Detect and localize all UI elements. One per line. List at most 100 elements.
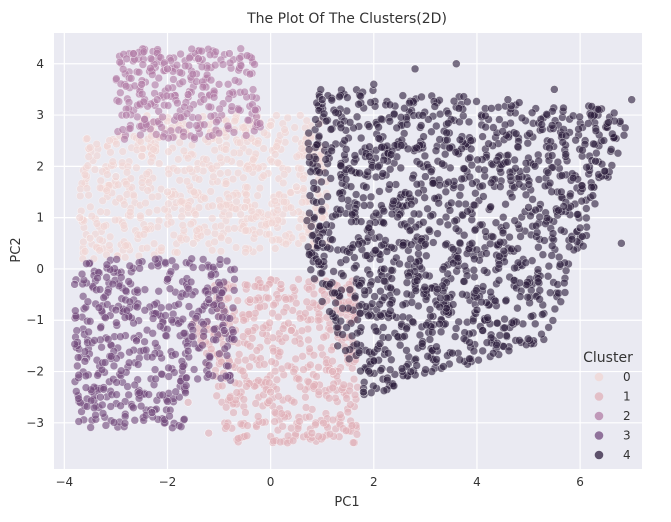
cluster-point: [140, 115, 149, 124]
cluster-point: [77, 269, 87, 279]
cluster-point: [451, 148, 460, 157]
cluster-point: [379, 386, 389, 395]
cluster-point: [164, 169, 174, 178]
cluster-point: [281, 295, 291, 304]
y-tick-label: 2: [36, 159, 44, 173]
cluster-point: [129, 403, 138, 412]
cluster-point: [449, 97, 459, 106]
cluster-point: [181, 61, 190, 71]
cluster-point: [350, 293, 360, 302]
cluster-point: [317, 95, 327, 104]
cluster-point: [163, 101, 173, 110]
cluster-point: [331, 108, 340, 117]
cluster-point: [460, 164, 469, 173]
cluster-point: [537, 120, 546, 129]
cluster-point: [157, 123, 166, 132]
cluster-point: [152, 95, 162, 104]
cluster-point: [98, 409, 108, 418]
cluster-point: [444, 178, 453, 187]
cluster-point: [535, 212, 544, 222]
cluster-point: [365, 142, 374, 151]
cluster-point: [79, 237, 88, 247]
cluster-point: [186, 219, 196, 229]
cluster-point: [336, 410, 345, 419]
cluster-point: [236, 44, 245, 53]
cluster-point: [163, 187, 172, 197]
cluster-point: [305, 152, 314, 162]
cluster-point: [187, 44, 196, 54]
cluster-point: [232, 197, 241, 206]
cluster-point: [587, 102, 596, 111]
cluster-point: [253, 191, 262, 200]
cluster-point: [428, 328, 437, 337]
cluster-point: [124, 277, 133, 286]
cluster-point: [355, 168, 364, 178]
cluster-point: [144, 178, 153, 187]
cluster-point: [535, 295, 544, 304]
cluster-point: [142, 169, 151, 179]
cluster-point: [74, 370, 83, 380]
cluster-point: [267, 218, 277, 227]
cluster-point: [164, 363, 173, 373]
cluster-point: [535, 286, 544, 295]
cluster-point: [422, 251, 431, 260]
cluster-point: [527, 108, 537, 117]
cluster-point: [472, 286, 481, 295]
cluster-point: [220, 344, 230, 353]
cluster-point: [208, 201, 217, 210]
cluster-point: [90, 403, 99, 412]
cluster-point: [301, 403, 311, 412]
cluster-point: [486, 287, 495, 297]
cluster-point: [417, 121, 426, 130]
cluster-point: [235, 159, 245, 168]
cluster-point: [253, 412, 263, 421]
cluster-point: [216, 153, 225, 162]
cluster-point: [230, 286, 239, 295]
cluster-point: [419, 218, 428, 227]
cluster-point: [415, 159, 425, 169]
cluster-point: [230, 274, 239, 284]
y-tick-label: −2: [26, 365, 44, 379]
cluster-point: [404, 271, 413, 280]
cluster-point: [543, 168, 553, 177]
cluster-point: [175, 68, 185, 77]
cluster-point: [491, 296, 500, 306]
cluster-point: [386, 365, 395, 374]
cluster-point: [120, 135, 129, 144]
cluster-point: [467, 144, 476, 154]
cluster-point: [225, 49, 234, 58]
cluster-point: [548, 316, 558, 325]
cluster-point: [429, 238, 438, 247]
cluster-point: [341, 426, 351, 435]
cluster-point: [369, 356, 379, 366]
cluster-point: [259, 128, 269, 137]
cluster-point: [408, 317, 417, 326]
cluster-point: [119, 65, 128, 74]
cluster-point: [198, 263, 207, 272]
cluster-point: [100, 358, 110, 367]
cluster-point: [117, 273, 126, 282]
cluster-point: [229, 408, 238, 417]
cluster-point: [276, 437, 285, 447]
cluster-point: [561, 150, 570, 159]
cluster-point: [183, 346, 193, 356]
cluster-point: [534, 243, 543, 252]
cluster-point: [432, 342, 441, 351]
cluster-point: [154, 107, 163, 116]
cluster-point: [455, 135, 465, 144]
cluster-point: [288, 436, 298, 445]
cluster-point: [591, 156, 600, 166]
cluster-point: [406, 367, 415, 376]
cluster-point: [142, 243, 152, 253]
cluster-point: [387, 355, 396, 364]
cluster-point: [212, 161, 221, 171]
cluster-point: [261, 283, 271, 293]
cluster-point: [389, 196, 398, 206]
cluster-point: [386, 283, 395, 293]
cluster-point: [454, 199, 463, 209]
legend-label: 0: [623, 370, 631, 384]
cluster-point: [498, 228, 508, 238]
cluster-point: [565, 191, 575, 201]
cluster-point: [122, 306, 131, 315]
cluster-point: [241, 226, 251, 235]
